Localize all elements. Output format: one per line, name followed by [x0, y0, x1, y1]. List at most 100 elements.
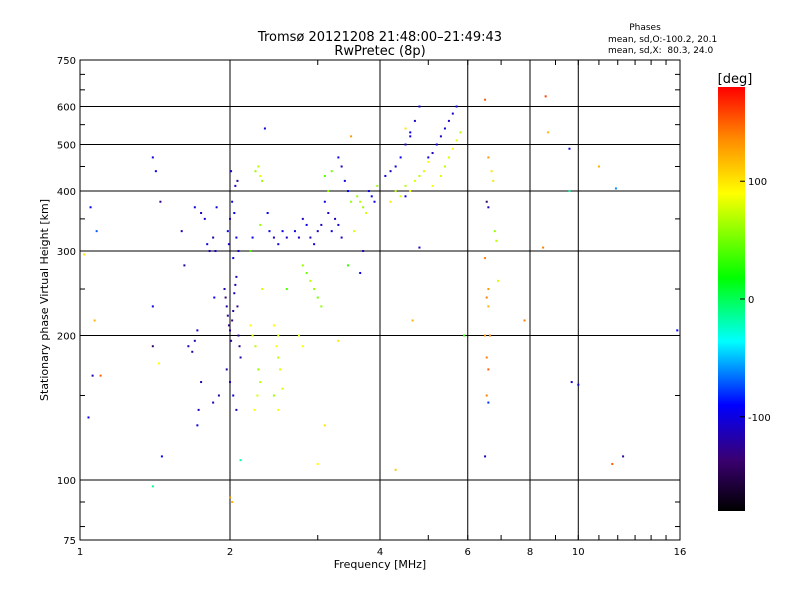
- data-point: [611, 462, 614, 465]
- data-point: [484, 257, 487, 260]
- data-point: [231, 500, 234, 503]
- data-point: [451, 112, 454, 115]
- data-point: [256, 394, 259, 397]
- data-point: [249, 324, 252, 327]
- data-point: [362, 206, 365, 209]
- data-point: [327, 212, 330, 215]
- data-point: [422, 170, 425, 173]
- y-tick-label: 500: [57, 141, 76, 152]
- data-point: [180, 230, 183, 233]
- data-point: [320, 223, 323, 226]
- data-point: [622, 455, 625, 458]
- data-point: [227, 243, 230, 246]
- data-point: [285, 236, 288, 239]
- data-point: [373, 200, 376, 203]
- data-point: [159, 200, 162, 203]
- data-point: [542, 246, 545, 249]
- y-tick-label: 100: [57, 476, 76, 487]
- data-point: [489, 334, 492, 337]
- data-point: [239, 459, 242, 462]
- data-point: [343, 179, 346, 182]
- data-point: [346, 190, 349, 193]
- y-tick-label: 75: [63, 536, 76, 547]
- data-point: [439, 135, 442, 138]
- data-point: [224, 296, 227, 299]
- data-point: [226, 230, 229, 233]
- data-point: [231, 319, 234, 322]
- data-point: [340, 236, 343, 239]
- data-point: [523, 319, 526, 322]
- data-point: [327, 190, 330, 193]
- data-point: [316, 296, 319, 299]
- data-point: [157, 362, 160, 365]
- data-point: [232, 394, 235, 397]
- data-point: [213, 296, 216, 299]
- data-point: [223, 288, 226, 291]
- data-point: [281, 387, 284, 390]
- data-point: [261, 288, 264, 291]
- data-point: [99, 374, 102, 377]
- data-point: [337, 223, 340, 226]
- data-point: [293, 230, 296, 233]
- data-point: [487, 288, 490, 291]
- data-point: [487, 156, 490, 159]
- data-point: [485, 394, 488, 397]
- data-point: [568, 190, 571, 193]
- x-tick-label: 10: [572, 547, 585, 558]
- data-point: [570, 381, 573, 384]
- data-point: [427, 156, 430, 159]
- data-point: [376, 184, 379, 187]
- data-point: [266, 212, 269, 215]
- data-point: [451, 147, 454, 150]
- data-point: [305, 271, 308, 274]
- data-point: [485, 356, 488, 359]
- data-point: [399, 195, 402, 198]
- data-point: [200, 381, 203, 384]
- data-point: [227, 324, 230, 327]
- data-point: [236, 305, 239, 308]
- data-point: [89, 206, 92, 209]
- data-point: [353, 230, 356, 233]
- data-point: [297, 334, 300, 337]
- data-point: [409, 190, 412, 193]
- x-tick-label: 6: [465, 547, 471, 558]
- y-tick-label: 400: [57, 187, 76, 198]
- y-ticks: 75 100 200 300 400 500 600 750: [57, 56, 680, 547]
- data-point: [356, 195, 359, 198]
- colorbar-tick-label: 100: [748, 177, 767, 188]
- data-point: [217, 394, 220, 397]
- data-point: [404, 184, 407, 187]
- chart-subtitle: RwPretec (8p): [334, 44, 425, 59]
- data-point: [547, 131, 550, 134]
- data-point: [340, 165, 343, 168]
- data-point: [389, 200, 392, 203]
- data-point: [447, 156, 450, 159]
- data-point: [275, 345, 278, 348]
- data-point: [359, 271, 362, 274]
- data-point: [234, 283, 237, 286]
- data-point: [231, 200, 234, 203]
- data-point: [334, 217, 337, 220]
- data-point: [337, 339, 340, 342]
- data-point: [254, 170, 257, 173]
- data-point: [614, 187, 617, 190]
- x-axis-label: Frequency [MHz]: [334, 558, 426, 571]
- data-point: [384, 174, 387, 177]
- data-point: [91, 374, 94, 377]
- data-point: [277, 356, 280, 359]
- data-point: [208, 250, 211, 253]
- data-point: [272, 236, 275, 239]
- x-tick-label: 1: [77, 547, 83, 558]
- data-point: [484, 334, 487, 337]
- data-point: [193, 206, 196, 209]
- data-point: [359, 200, 362, 203]
- colorbar-ticks: 100 0 -100: [740, 177, 771, 424]
- data-point: [259, 381, 262, 384]
- data-point: [236, 179, 239, 182]
- data-point: [413, 179, 416, 182]
- data-point: [399, 156, 402, 159]
- data-point: [350, 135, 353, 138]
- data-point: [330, 230, 333, 233]
- data-point: [239, 356, 242, 359]
